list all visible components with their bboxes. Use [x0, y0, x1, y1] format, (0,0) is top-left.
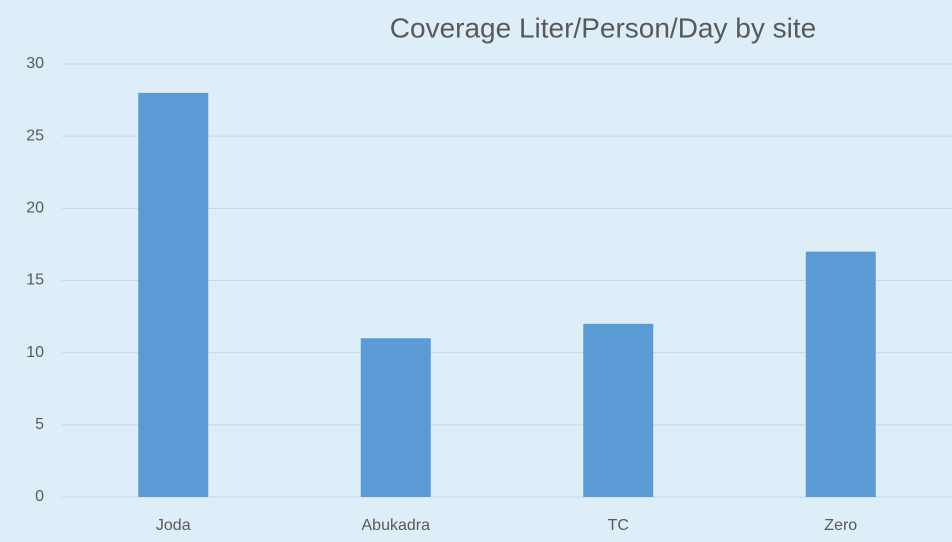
- y-tick-label: 15: [26, 272, 44, 289]
- x-tick-label: Zero: [824, 517, 857, 534]
- bar: [805, 251, 876, 497]
- chart-title: Coverage Liter/Person/Day by site: [390, 12, 816, 43]
- y-tick-label: 20: [26, 200, 44, 217]
- y-tick-label: 5: [35, 416, 44, 433]
- bar: [138, 92, 209, 497]
- y-tick-label: 25: [26, 127, 44, 144]
- bar: [360, 338, 431, 497]
- y-tick-label: 30: [26, 55, 44, 72]
- y-tick-label: 0: [35, 488, 44, 505]
- y-tick-label: 10: [26, 344, 44, 361]
- x-tick-label: Joda: [156, 517, 191, 534]
- bar: [583, 323, 654, 497]
- x-tick-label: TC: [608, 517, 629, 534]
- x-tick-label: Abukadra: [362, 517, 431, 534]
